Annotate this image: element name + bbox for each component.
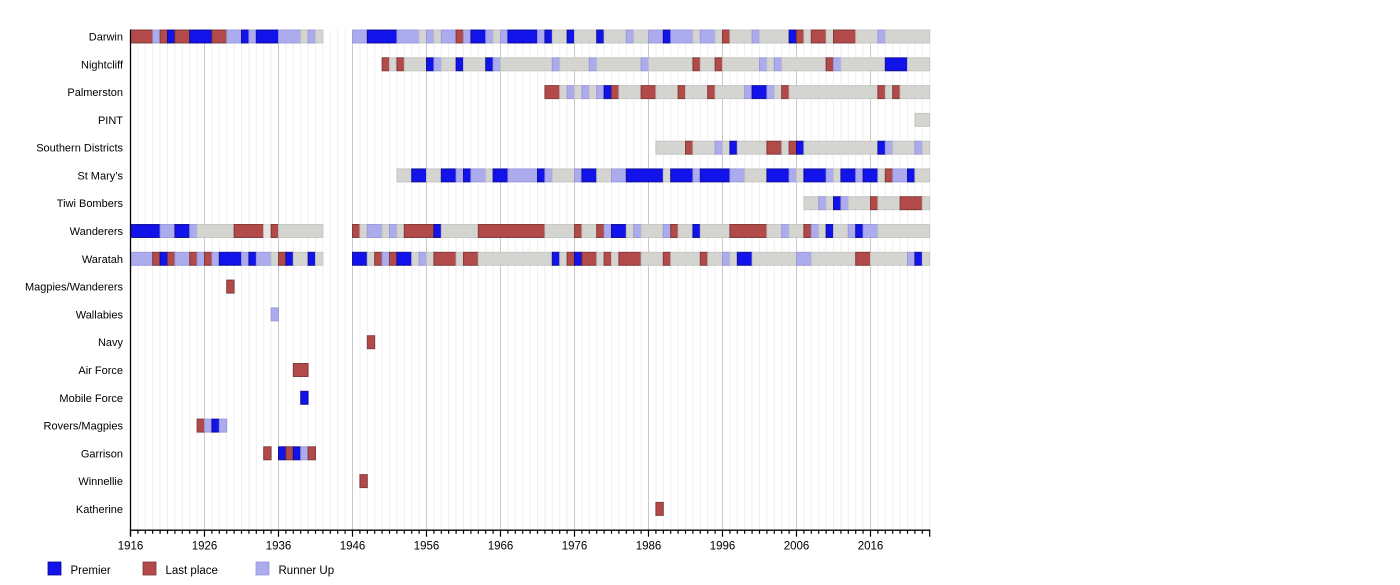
svg-text:Nightcliff: Nightcliff	[81, 59, 124, 71]
svg-text:Rovers/Magpies: Rovers/Magpies	[44, 421, 124, 433]
svg-text:Katherine: Katherine	[76, 504, 123, 516]
svg-text:Darwin: Darwin	[89, 32, 123, 44]
svg-text:Wallabies: Wallabies	[76, 309, 124, 321]
svg-text:1916: 1916	[118, 540, 144, 552]
svg-text:St Mary’s: St Mary’s	[77, 170, 123, 182]
svg-text:1936: 1936	[266, 540, 292, 552]
svg-text:Magpies/Wanderers: Magpies/Wanderers	[25, 282, 124, 294]
svg-text:1986: 1986	[636, 540, 662, 552]
svg-text:1956: 1956	[414, 540, 440, 552]
svg-text:1996: 1996	[710, 540, 736, 552]
svg-text:Palmerston: Palmerston	[67, 87, 123, 99]
svg-text:Tiwi Bombers: Tiwi Bombers	[57, 198, 124, 210]
svg-text:Southern Districts: Southern Districts	[36, 143, 123, 155]
svg-text:Navy: Navy	[98, 337, 124, 349]
svg-text:Winnellie: Winnellie	[78, 476, 123, 488]
svg-text:Wanderers: Wanderers	[70, 226, 124, 238]
svg-text:1966: 1966	[488, 540, 514, 552]
svg-text:1976: 1976	[562, 540, 588, 552]
svg-text:Premier: Premier	[71, 565, 111, 577]
svg-text:1926: 1926	[192, 540, 218, 552]
svg-text:Last place: Last place	[166, 565, 218, 577]
svg-text:Air Force: Air Force	[78, 365, 123, 377]
svg-text:Mobile Force: Mobile Force	[59, 393, 123, 405]
svg-text:Waratah: Waratah	[82, 254, 123, 266]
svg-text:2016: 2016	[858, 540, 884, 552]
svg-text:PINT: PINT	[98, 115, 123, 127]
svg-text:Runner Up: Runner Up	[279, 565, 335, 577]
svg-text:Garrison: Garrison	[81, 448, 123, 460]
svg-text:2006: 2006	[784, 540, 810, 552]
svg-text:1946: 1946	[340, 540, 366, 552]
